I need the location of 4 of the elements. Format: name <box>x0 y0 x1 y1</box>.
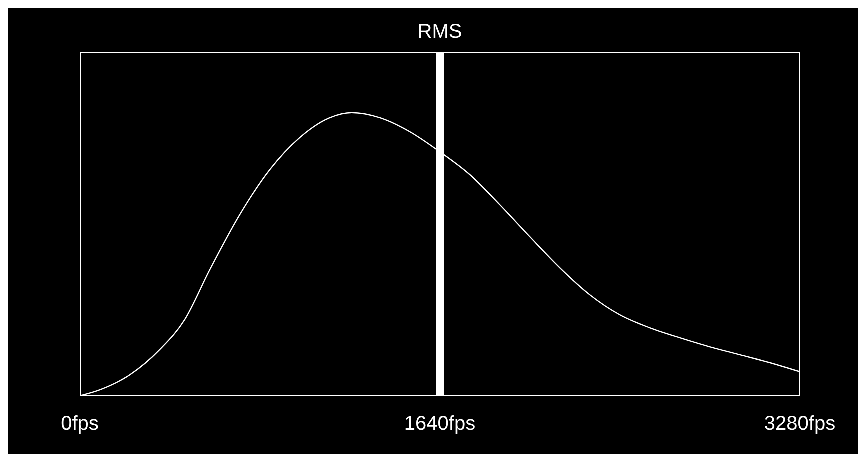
x-tick-label: 1640fps <box>404 413 476 436</box>
x-tick-label: 3280fps <box>764 413 836 436</box>
ref-line-label: RMS <box>418 21 462 43</box>
x-tick-label: 0fps <box>61 413 99 436</box>
